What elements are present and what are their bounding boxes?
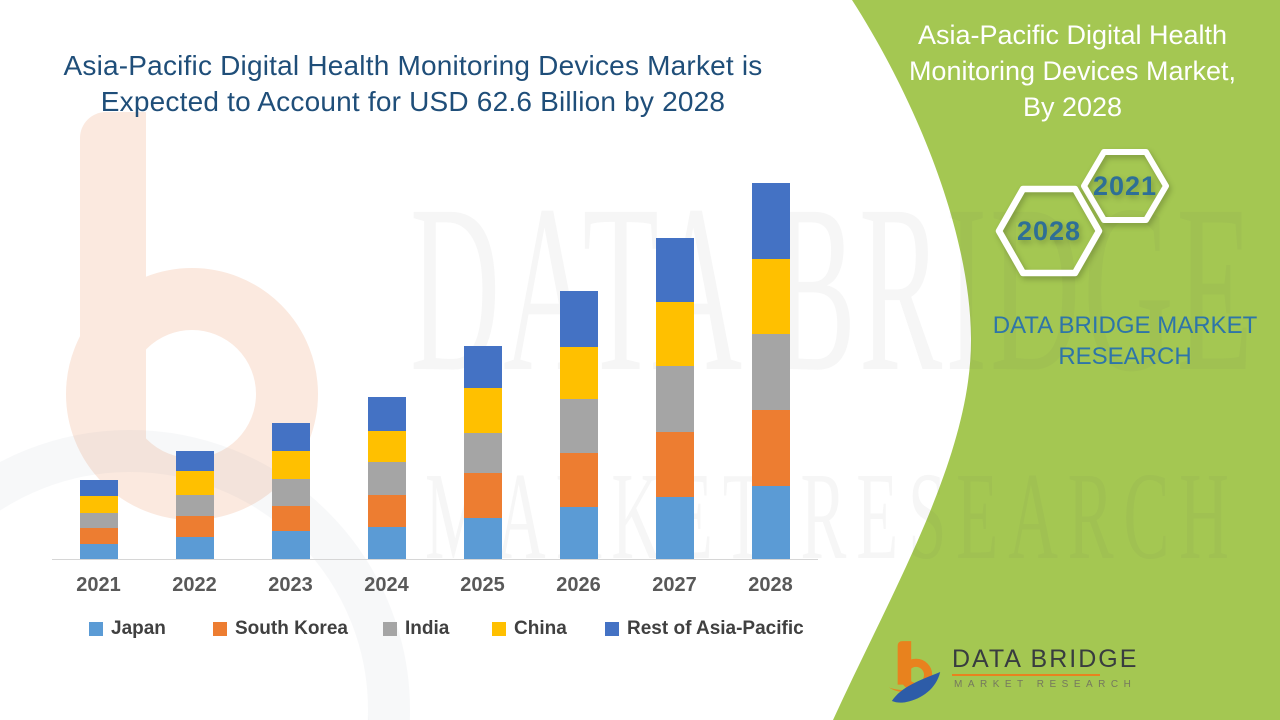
chart-title-line2: Expected to Account for USD 62.6 Billion… [100, 85, 726, 117]
logo-d-swoosh [891, 672, 941, 703]
logo-title: DATA BRIDGE [952, 645, 1139, 673]
hexagon-outline [1081, 149, 1169, 223]
hexagon-year-label: 2021 [1092, 170, 1158, 201]
company-name-line2: RESEARCH [1058, 343, 1192, 371]
logo-orange-swoosh [888, 682, 934, 693]
chart-title-line1: Asia-Pacific Digital Health Monitoring D… [63, 50, 763, 81]
chart-title: Asia-Pacific Digital Health Monitoring D… [58, 48, 768, 120]
hexagon-year-label: 2028 [1016, 215, 1082, 246]
side-panel-title: Asia-Pacific Digital Health Monitoring D… [900, 18, 1245, 126]
logo-subtitle: MARKET RESEARCH [954, 679, 1137, 690]
side-panel-title-line1: Asia-Pacific Digital Health [917, 20, 1228, 50]
company-name-line1: DATA BRIDGE MARKET [992, 312, 1258, 339]
side-panel-title-line3: By 2028 [1022, 91, 1123, 122]
green-panel-path [833, 0, 1280, 720]
data-bridge-logo-icon [888, 641, 941, 703]
hexagon-outline [995, 185, 1103, 277]
data-bridge-logo: DATA BRIDGE MARKET RESEARCH [888, 638, 1148, 708]
logo-underline [952, 674, 1100, 676]
hexagon-2028-icon: 2028 [995, 184, 1103, 278]
hexagon-2021-icon: 2021 [1081, 148, 1169, 224]
company-name-text: DATA BRIDGE MARKET RESEARCH [960, 310, 1280, 372]
side-panel-title-line2: Monitoring Devices Market, [908, 55, 1237, 86]
